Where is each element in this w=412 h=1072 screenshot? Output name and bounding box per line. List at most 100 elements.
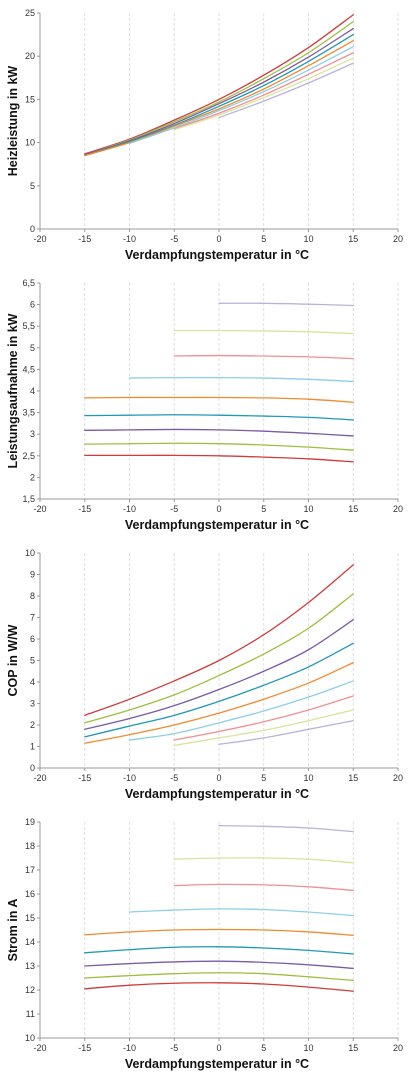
y-tick-label: 1,5 [22, 494, 35, 504]
y-tick-label: 4 [30, 677, 35, 687]
x-tick-label: 0 [216, 1043, 221, 1053]
series-line-9 [218, 720, 354, 745]
x-tick-label: -5 [170, 234, 178, 244]
series-line-3 [84, 960, 354, 970]
y-tick-label: 6,5 [22, 278, 35, 288]
y-tick-label: 15 [25, 913, 35, 923]
x-tick-label: -5 [170, 1043, 178, 1053]
y-tick-label: 10 [25, 138, 35, 148]
y-tick-label: 3 [30, 429, 35, 439]
y-tick-label: 2 [30, 720, 35, 730]
series-line-3 [84, 27, 354, 156]
x-tick-label: 15 [348, 504, 358, 514]
y-tick-label: 0 [30, 763, 35, 773]
y-tick-label: 18 [25, 841, 35, 851]
chart-cop: 0 1 2 3 4 5 6 7 8 9 10 -20 -15 -10 -5 0 5 10 15 20 Verdampfu… [6, 548, 403, 801]
x-tick-label: 15 [348, 1043, 358, 1053]
series-line-8 [173, 857, 354, 864]
y-tick-label: 11 [26, 1009, 35, 1019]
y-tick-label: 0 [30, 224, 35, 234]
x-tick-label: 10 [303, 773, 313, 783]
y-tick-label: 6 [30, 300, 35, 310]
series-line-7 [173, 695, 354, 741]
y-tick-label: 5 [30, 343, 35, 353]
y-axis-label: Heizleistung in kW [6, 66, 20, 177]
y-tick-label: 17 [25, 865, 35, 875]
x-tick-label: 0 [216, 504, 221, 514]
x-tick-label: -20 [33, 773, 46, 783]
x-tick-label: -5 [170, 504, 178, 514]
series-line-2 [84, 442, 354, 451]
y-axis-label: Leistungsaufnahme in kW [6, 313, 20, 468]
x-tick-label: 10 [303, 1043, 313, 1053]
series-line-9 [218, 824, 354, 833]
y-tick-label: 3,5 [22, 408, 35, 418]
series-line-8 [173, 57, 354, 131]
x-tick-label: 15 [348, 773, 358, 783]
y-tick-label: 10 [25, 1033, 35, 1043]
series-line-7 [173, 52, 354, 130]
y-tick-label: 16 [25, 889, 35, 899]
series-line-1 [84, 564, 354, 716]
series-line-2 [84, 593, 354, 724]
series-line-5 [84, 39, 354, 157]
x-tick-label: -15 [78, 504, 91, 514]
series-line-5 [84, 928, 354, 936]
chart-heizleistung: 0 5 10 15 20 25 -20 -15 -10 -5 0 5 10 15 20 Verdampfung… [6, 8, 403, 262]
x-axis-label: Verdampfungstemperatur in °C [125, 787, 309, 801]
series-line-7 [173, 883, 354, 892]
series-line-2 [84, 20, 354, 156]
y-tick-label: 2,5 [22, 451, 35, 461]
series-line-6 [128, 46, 354, 145]
y-tick-label: 10 [25, 548, 35, 558]
x-tick-label: -10 [123, 1043, 136, 1053]
x-tick-label: 0 [216, 773, 221, 783]
x-tick-label: 5 [261, 1043, 266, 1053]
x-tick-label: -5 [170, 773, 178, 783]
x-tick-label: 20 [393, 234, 403, 244]
y-tick-label: 4 [30, 386, 35, 396]
x-tick-label: -10 [123, 504, 136, 514]
x-tick-label: 5 [261, 773, 266, 783]
y-tick-label: 5 [30, 181, 35, 191]
series-line-6 [128, 908, 354, 917]
x-axis-label: Verdampfungstemperatur in °C [125, 1057, 309, 1071]
x-tick-label: 10 [303, 234, 313, 244]
y-tick-label: 19 [25, 817, 35, 827]
series-line-7 [173, 354, 354, 360]
x-tick-label: 5 [261, 234, 266, 244]
y-tick-label: 1 [30, 742, 35, 752]
y-tick-label: 2 [30, 472, 35, 482]
series-line-9 [218, 62, 354, 119]
x-tick-label: -20 [33, 504, 46, 514]
x-tick-label: -15 [78, 1043, 91, 1053]
y-tick-label: 12 [25, 985, 35, 995]
x-tick-label: 15 [348, 234, 358, 244]
series-line-4 [84, 642, 354, 738]
y-tick-label: 6 [30, 634, 35, 644]
series-line-4 [84, 33, 354, 157]
series-line-1 [84, 14, 354, 155]
y-tick-label: 13 [25, 961, 35, 971]
y-tick-label: 4,5 [22, 364, 35, 374]
series-line-4 [84, 414, 354, 421]
x-tick-label: 20 [393, 1043, 403, 1053]
x-axis-label: Verdampfungstemperatur in °C [125, 248, 309, 262]
chart-strom: 10 11 12 13 14 15 16 17 18 19 -20 -15 -10 -5 0 5 10 15 20 V… [6, 817, 403, 1071]
chart-leistungsaufnahme: 1,5 2 2,5 3 3,5 4 4,5 5 5,5 6 6,5 -20 -15 -10 -5 0 5 10 15… [6, 278, 403, 532]
x-tick-label: 20 [393, 773, 403, 783]
y-axis-label: Strom in A [6, 899, 20, 962]
x-axis-label: Verdampfungstemperatur in °C [125, 518, 309, 532]
x-tick-label: -15 [78, 773, 91, 783]
x-tick-label: 5 [261, 504, 266, 514]
y-tick-label: 5,5 [22, 321, 35, 331]
series-line-5 [84, 396, 354, 403]
y-tick-label: 25 [25, 8, 35, 18]
y-axis-label: COP in W/W [6, 624, 20, 696]
series-line-9 [218, 302, 354, 307]
series-line-8 [173, 329, 354, 335]
x-tick-label: 20 [393, 504, 403, 514]
y-tick-label: 3 [30, 699, 35, 709]
x-tick-label: -10 [123, 773, 136, 783]
